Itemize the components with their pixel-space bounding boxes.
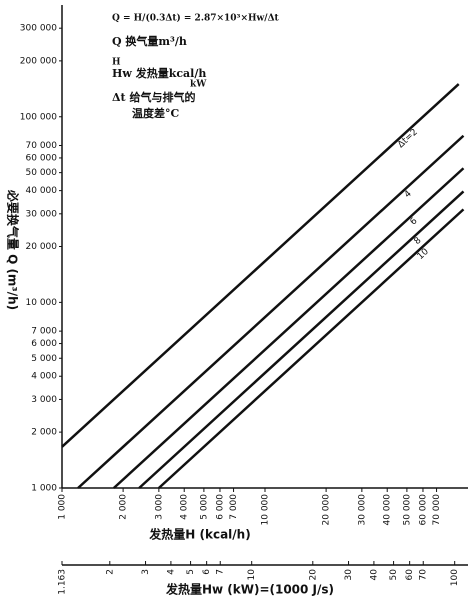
x-tick-label: 40 000: [383, 494, 393, 526]
x2-tick-label: 30: [344, 569, 354, 581]
x-tick-label: 30 000: [357, 494, 367, 526]
x2-tick-label: 50: [389, 569, 399, 581]
x-tick-label: 70 000: [432, 494, 442, 526]
x2-tick-label: 40: [369, 569, 379, 581]
series-label: 8: [413, 236, 424, 247]
y-tick-label: 60 000: [26, 153, 58, 163]
x-tick-label: 50 000: [402, 494, 412, 526]
x2-tick-label: 7: [216, 569, 226, 575]
x2-tick-label: 5: [186, 569, 196, 575]
y-tick-label: 100 000: [20, 112, 57, 122]
y-tick-label: 5 000: [31, 354, 57, 364]
x-tick-label: 6 000: [215, 494, 225, 520]
x-tick-label: 5 000: [199, 494, 209, 520]
x-tick-label: 2 000: [119, 494, 129, 520]
annotation: H: [112, 58, 121, 68]
y-tick-label: 10 000: [26, 298, 58, 308]
line: [112, 167, 465, 489]
formula: Q = H/(0.3Δt) = 2.87×10³×Hw/Δt: [112, 13, 280, 24]
x2-tick-label: 10: [247, 569, 257, 581]
x2-tick-label: 6: [202, 569, 212, 575]
x-tick-label: 60 000: [418, 494, 428, 526]
x-tick-label: 10 000: [261, 494, 271, 526]
y-tick-label: 30 000: [26, 209, 58, 219]
series-label: 10: [416, 247, 431, 262]
line: [138, 190, 465, 489]
annotation: kW: [190, 80, 207, 90]
x2-tick-label: 2: [105, 569, 115, 575]
y-tick-label: 3 000: [31, 395, 57, 405]
series-label: 4: [403, 189, 414, 200]
y-tick-label: 200 000: [20, 56, 57, 66]
x2-tick-label: 100: [450, 569, 460, 586]
x2-tick-label: 1.163: [58, 569, 68, 595]
line: [77, 134, 465, 489]
x-tick-label: 7 000: [229, 494, 239, 520]
line: [61, 83, 460, 448]
annotation: 温度差°C: [132, 106, 179, 120]
x-tick-label: 4 000: [180, 494, 190, 520]
annotation: Hw 发热量kcal/h: [112, 66, 206, 80]
series-label: 6: [408, 216, 419, 227]
y-tick-label: 6 000: [31, 339, 57, 349]
y-tick-label: 7 000: [31, 327, 57, 337]
x2-tick-label: 4: [166, 569, 176, 575]
y-tick-label: 2 000: [31, 428, 57, 438]
annotation: Q 换气量m³/h: [112, 34, 187, 48]
y-tick-label: 70 000: [26, 141, 58, 151]
x-tick-label: 1 000: [58, 494, 68, 520]
y-tick-label: 20 000: [26, 242, 58, 252]
x-tick-label: 3 000: [154, 494, 164, 520]
y-tick-label: 40 000: [26, 186, 58, 196]
x-tick-label: 20 000: [322, 494, 332, 526]
y-tick-label: 50 000: [26, 168, 58, 178]
x2-tick-label: 70: [419, 569, 429, 581]
y-axis-label: 必要换气量 Q (m³/h): [6, 189, 21, 310]
x2-tick-label: 20: [308, 569, 318, 581]
x2-axis-label: 发热量Hw (kW)=(1000 J/s): [165, 582, 334, 597]
y-tick-label: 4 000: [31, 372, 57, 382]
x2-tick-label: 60: [405, 569, 415, 581]
annotation: Δt 给气与排气的: [112, 90, 195, 104]
series-label: Δt=2: [396, 127, 420, 150]
y-tick-label: 300 000: [20, 24, 57, 34]
line: [158, 208, 465, 489]
y-tick-label: 1 000: [31, 484, 57, 494]
x2-tick-label: 3: [141, 569, 151, 575]
x-axis-label: 发热量H (kcal/h): [148, 527, 250, 542]
